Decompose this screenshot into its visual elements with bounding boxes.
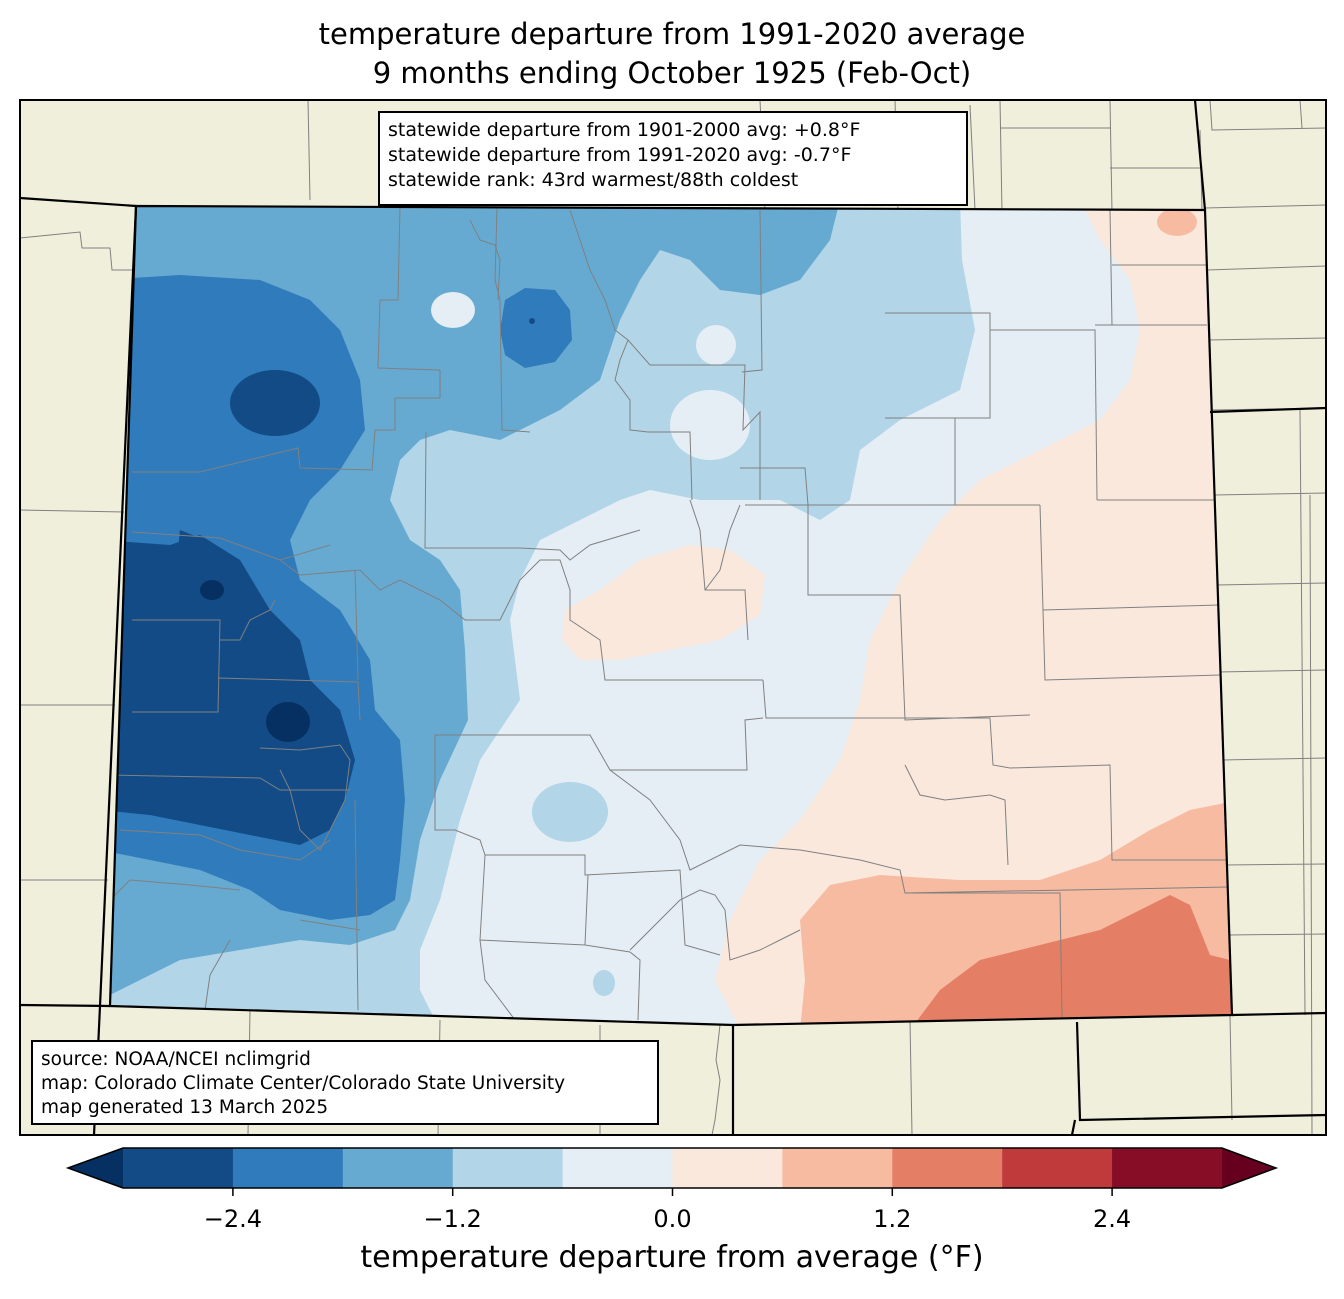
generated-date-line: map generated 13 March 2025 — [41, 1097, 329, 1118]
colorbar-bin — [562, 1148, 673, 1188]
map-frame-outline — [19, 99, 1327, 1136]
colorbar-bin — [452, 1148, 564, 1188]
colorado-county-lines — [110, 207, 1231, 1021]
colorbar-tick-label: −1.2 — [423, 1205, 482, 1233]
colorbar-bin — [1112, 1148, 1223, 1188]
colorbar-bin — [123, 1148, 234, 1188]
map-title-line2: 9 months ending October 1925 (Feb-Oct) — [372, 56, 972, 90]
colorbar-outline — [65, 1147, 1279, 1189]
colorbar-bin — [342, 1148, 454, 1188]
colorbar-label: temperature departure from average (°F) — [360, 1240, 984, 1275]
colorbar-bin — [1002, 1148, 1113, 1188]
colorbar-over-arrow — [1222, 1148, 1276, 1188]
colorbar-bin — [782, 1148, 893, 1188]
colorbar-tick-label: 1.2 — [873, 1205, 912, 1233]
colorbar-tick-label: 2.4 — [1093, 1205, 1132, 1233]
source-box: source: NOAA/NCEI nclimgrid map: Colorad… — [31, 1040, 659, 1125]
colorbar — [65, 1147, 1279, 1196]
stats-line-1901-2000: statewide departure from 1901-2000 avg: … — [388, 119, 861, 141]
stats-line-1991-2020: statewide departure from 1991-2020 avg: … — [388, 144, 852, 166]
map-title-line1: temperature departure from 1991-2020 ave… — [318, 17, 1026, 51]
colorbar-bin — [892, 1148, 1003, 1188]
colorbar-tick-label: −2.4 — [203, 1205, 263, 1233]
colorbar-bin — [672, 1148, 783, 1188]
colorbar-tick-label: 0.0 — [653, 1205, 692, 1233]
statewide-stats-box: statewide departure from 1901-2000 avg: … — [378, 111, 968, 206]
source-line: source: NOAA/NCEI nclimgrid — [41, 1049, 311, 1070]
stats-line-rank: statewide rank: 43rd warmest/88th coldes… — [388, 169, 799, 191]
colorado-departure-field — [110, 206, 1232, 1025]
map-credit-line: map: Colorado Climate Center/Colorado St… — [41, 1073, 566, 1094]
colorbar-under-arrow — [68, 1148, 123, 1188]
colorbar-bin — [232, 1148, 344, 1188]
